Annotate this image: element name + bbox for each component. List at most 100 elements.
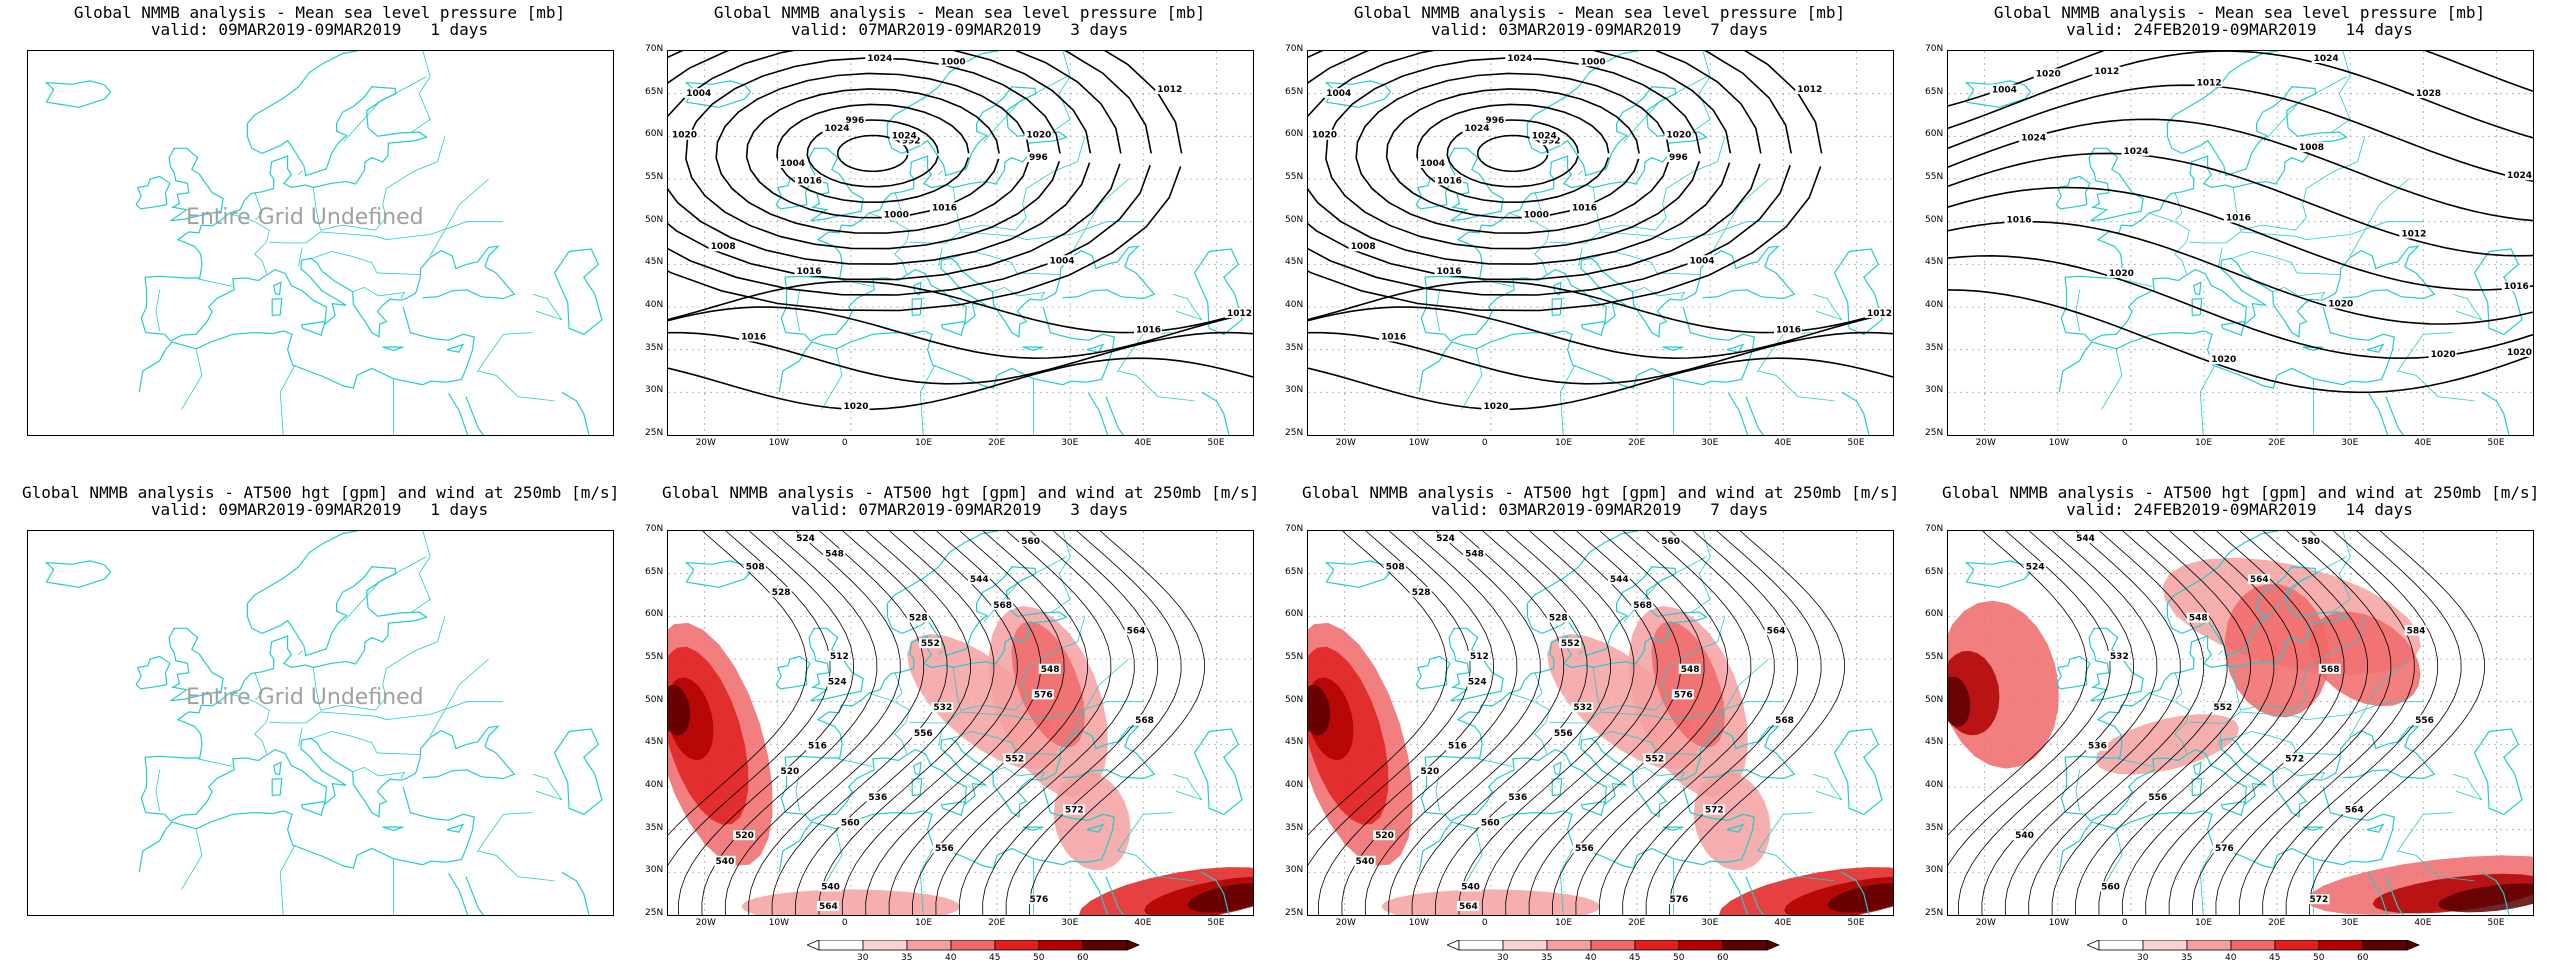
coastline xyxy=(300,320,326,336)
coastline xyxy=(1022,826,1044,832)
contour-label: 1000 xyxy=(884,211,909,221)
coastline xyxy=(1418,306,1755,393)
contour-label: 532 xyxy=(1573,703,1592,713)
contour-label-bg xyxy=(817,901,840,911)
contour-line xyxy=(2075,531,2251,915)
colorbar-max-arrow xyxy=(1126,940,1141,951)
border xyxy=(1435,769,1440,811)
contour-label-bg xyxy=(2223,212,2252,223)
border xyxy=(309,731,421,755)
contour-label-bg xyxy=(2283,753,2306,764)
contour-line xyxy=(668,306,1253,360)
contour-label: 552 xyxy=(1561,639,1580,649)
lon-label: 20W xyxy=(695,438,716,448)
colorbar-label: 45 xyxy=(2269,953,2280,962)
contour-label-bg xyxy=(1578,56,1607,67)
colorbar-label: 45 xyxy=(1629,953,1640,962)
colorbar-max-arrow xyxy=(1766,940,1781,951)
contour-label: 532 xyxy=(933,703,952,713)
map-frame: 992 996 1004 1000 996 1000 1004 1008 1004 1012 101… xyxy=(1307,50,1894,436)
contour-label-bg xyxy=(881,209,910,220)
contour-line xyxy=(2098,531,2275,915)
colorbar-label: 45 xyxy=(989,953,1000,962)
lat-label: 60N xyxy=(1285,129,1304,140)
border xyxy=(938,170,943,175)
map-frame: 508 512 516 520 524 528 532 536 540 544 548 552 556 5… xyxy=(667,530,1254,916)
contour-line xyxy=(1948,254,2533,360)
contour-label-bg xyxy=(1463,548,1486,559)
border xyxy=(411,531,431,613)
panel-z500-14: Global NMMB analysis - AT500 hgt [gpm] a… xyxy=(1942,484,2539,524)
coastline xyxy=(2088,147,2144,222)
border xyxy=(909,701,1144,724)
contour-label: 548 xyxy=(1041,665,1060,675)
contour-label-bg xyxy=(1047,255,1076,266)
border xyxy=(1709,178,1769,256)
border xyxy=(949,731,1061,755)
lat-label: 65N xyxy=(1925,86,1944,97)
border xyxy=(983,76,1067,142)
contour-label-bg xyxy=(843,114,866,125)
contour-label: 1016 xyxy=(1776,325,1801,335)
coastline xyxy=(2366,823,2385,833)
border xyxy=(1117,812,1195,882)
title-line-1: Global NMMB analysis - AT500 hgt [gpm] a… xyxy=(1302,483,1900,502)
contour-label-bg xyxy=(1348,241,1377,252)
panel-mslp-14: Global NMMB analysis - Mean sea level pr… xyxy=(1942,4,2537,44)
colorbar-label: 60 xyxy=(1717,953,1729,962)
contour-label: 520 xyxy=(1375,831,1394,841)
lon-label: 20W xyxy=(1335,918,1356,928)
coastline xyxy=(1105,876,1124,915)
coastline xyxy=(2366,343,2385,353)
contour-line xyxy=(1598,531,1775,915)
contour-line xyxy=(1308,357,1893,411)
contour-label-bg xyxy=(991,599,1014,610)
map-frame: Entire Grid Undefined xyxy=(27,50,614,436)
contour-label: 564 xyxy=(1127,626,1146,636)
wind-speed-area xyxy=(1011,621,1085,748)
contour-label: 576 xyxy=(2215,844,2234,854)
map-frame: 992 996 1004 1000 996 1000 1004 1008 1004 1012 101… xyxy=(667,50,1254,436)
contour-line xyxy=(1325,57,1701,250)
contour-label: 544 xyxy=(2076,534,2095,544)
contour-line xyxy=(776,103,970,204)
map-canvas: Entire Grid Undefined xyxy=(44,51,603,435)
border xyxy=(1117,332,1195,402)
coastline xyxy=(2220,800,2246,816)
lat-label: 35N xyxy=(1285,822,1304,833)
map-canvas: 524 532 536 540 544 548 552 556 560 564 568 572 576 5… xyxy=(1948,531,2533,915)
contour-label: 560 xyxy=(841,818,860,828)
contour-label: 1016 xyxy=(1437,267,1462,277)
border xyxy=(2218,247,2223,267)
contour-label-bg xyxy=(2099,881,2122,892)
panel-z500-3: Global NMMB analysis - AT500 hgt [gpm] a… xyxy=(662,484,1259,524)
contour-label: 536 xyxy=(1508,793,1527,803)
contour-line xyxy=(2168,531,2345,915)
contour-label: 568 xyxy=(2321,665,2340,675)
panel-mslp-1: Global NMMB analysis - Mean sea level pr… xyxy=(22,4,617,44)
contour-label-bg xyxy=(967,574,990,585)
contour-label: 1020 xyxy=(672,131,697,141)
wind-speed-area xyxy=(741,889,961,915)
contour-line xyxy=(1645,531,1822,915)
title-line-2: valid: 24FEB2019-09MAR2019 14 days xyxy=(2066,500,2413,519)
border xyxy=(1592,616,1726,711)
lon-label: 0 xyxy=(1481,438,1488,448)
contour-label-bg xyxy=(777,157,806,168)
contour-label-bg xyxy=(2505,346,2533,357)
contour-label-bg xyxy=(822,122,851,133)
contour-label-bg xyxy=(1558,638,1581,649)
contour-label-bg xyxy=(841,400,870,411)
lat-label: 35N xyxy=(645,822,664,833)
contour-label-bg xyxy=(2086,740,2109,751)
coastline xyxy=(140,725,516,822)
contour-line xyxy=(1958,531,2134,915)
contour-line xyxy=(2051,531,2228,915)
border xyxy=(1632,766,1686,779)
contour-label-bg xyxy=(1418,766,1441,777)
contour-label: 1020 xyxy=(844,402,869,412)
contour-label: 540 xyxy=(716,857,735,867)
border xyxy=(477,332,555,402)
border xyxy=(821,829,843,890)
contour-label-bg xyxy=(670,129,698,140)
